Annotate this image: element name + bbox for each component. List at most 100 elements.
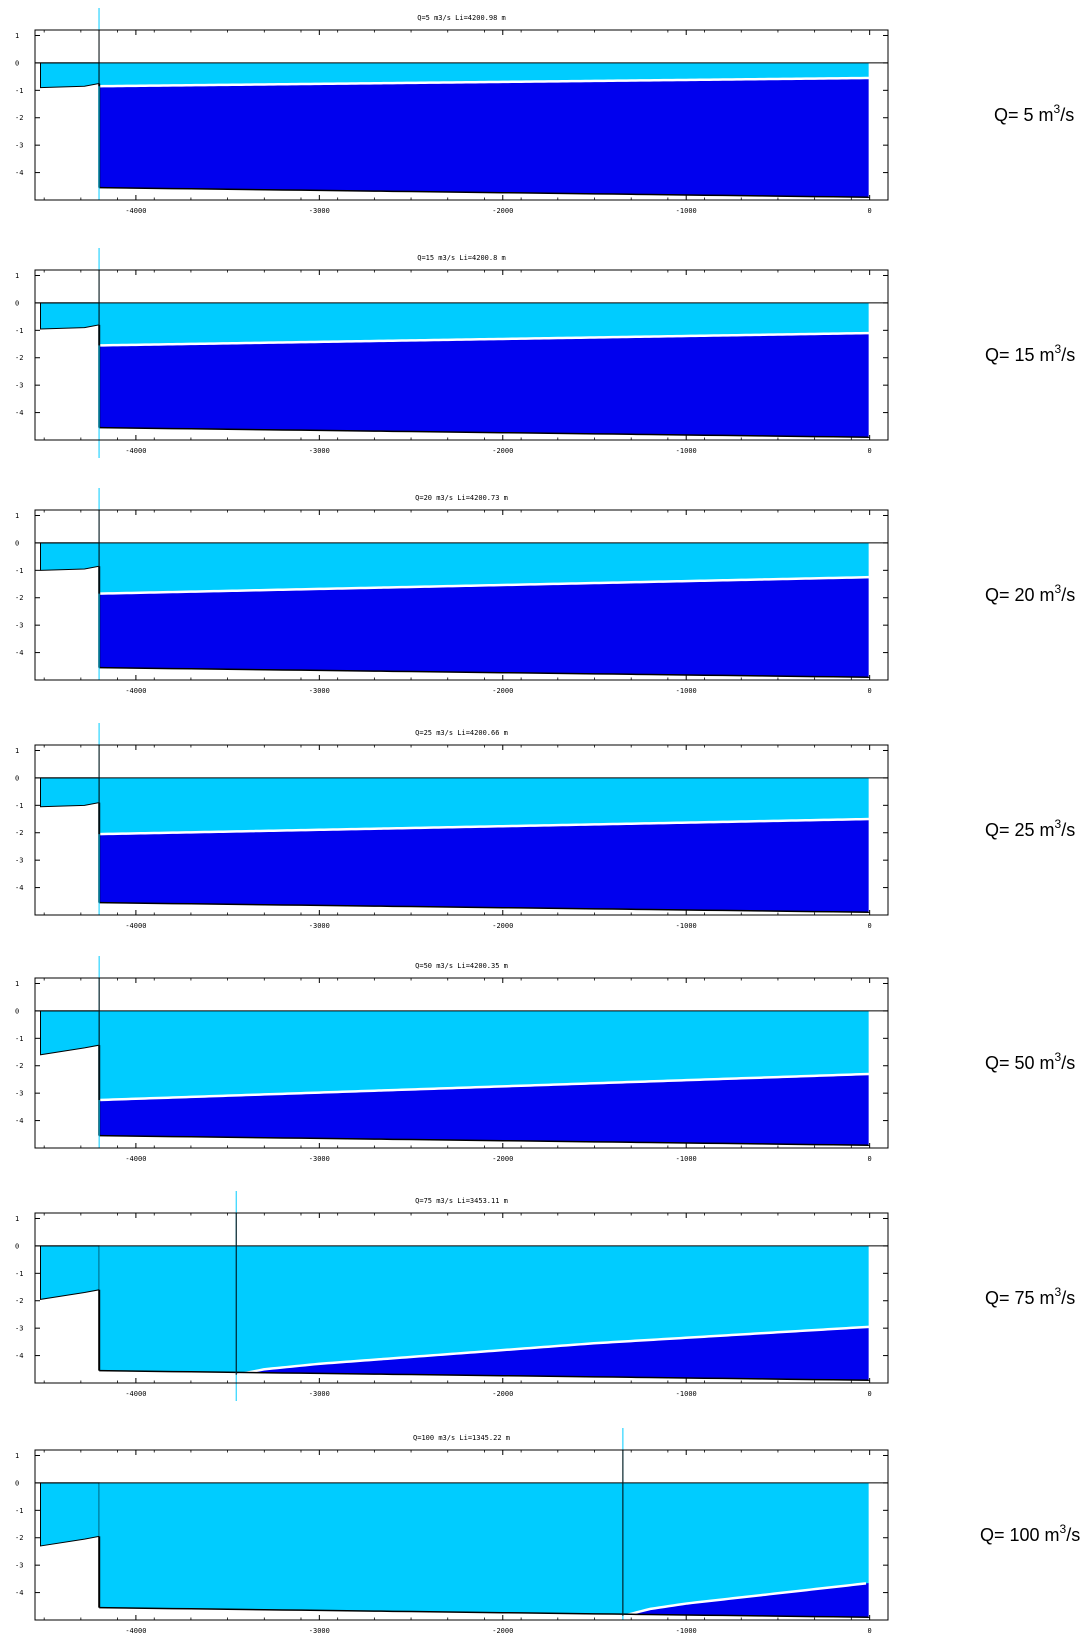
upstream-water-area — [40, 62, 100, 89]
salt-wedge-area — [236, 1326, 870, 1381]
y-tick-label: 0 — [15, 539, 19, 547]
x-tick-label: -1000 — [676, 1627, 697, 1635]
x-tick-label: -3000 — [309, 447, 330, 455]
y-tick-label: -1 — [15, 567, 23, 575]
interface-line — [235, 1325, 870, 1377]
y-tick-label: 1 — [15, 272, 19, 280]
y-tick-label: -4 — [15, 409, 23, 417]
x-tick-label: -3000 — [309, 1155, 330, 1163]
y-tick-label: 1 — [15, 1215, 19, 1223]
upstream-water-area — [40, 542, 100, 571]
x-tick-label: -1000 — [676, 687, 697, 695]
y-tick-label: -4 — [15, 1352, 23, 1360]
x-tick-label: -3000 — [309, 922, 330, 930]
chart-panel-1: Q=5 m3/s Li=4200.98 m-4000 -3000 -2000 -100… — [15, 8, 1074, 215]
bed-line — [99, 901, 870, 914]
y-tick-label: 0 — [15, 1007, 19, 1015]
y-tick-label: -2 — [15, 594, 23, 602]
y-tick-label: -4 — [15, 649, 23, 657]
bed-line — [99, 666, 870, 679]
bed-line — [99, 1369, 870, 1382]
salt-wedge-area — [99, 1073, 870, 1146]
discharge-label: Q= 15 m3/s — [985, 342, 1075, 365]
chart-title: Q=15 m3/s Li=4200.8 m — [417, 254, 506, 262]
plot-frame — [34, 269, 889, 441]
upstream-water-area — [40, 1482, 100, 1547]
x-tick-label: -3000 — [309, 207, 330, 215]
y-tick-label: 0 — [15, 59, 19, 67]
upstream-water-area — [40, 1245, 100, 1300]
x-tick-label: -3000 — [309, 687, 330, 695]
x-tick-label: -2000 — [492, 1627, 513, 1635]
interface-line — [99, 817, 870, 836]
chart-panel-2: Q=15 m3/s Li=4200.8 m-4000 -3000 -2000 -100… — [15, 248, 1075, 458]
chart-panel-4: Q=25 m3/s Li=4200.66 m-4000 -3000 -2000 -10… — [15, 723, 1075, 930]
y-tick-label: 0 — [15, 299, 19, 307]
upstream-water-area — [40, 1010, 100, 1056]
x-tick-label: -2000 — [492, 1390, 513, 1398]
interface-line — [622, 1582, 867, 1618]
plot-frame — [34, 509, 889, 681]
salt-wedge-area — [622, 1582, 870, 1618]
plot-frame — [34, 29, 889, 201]
y-tick-label: 1 — [15, 512, 19, 520]
x-tick-label: -4000 — [125, 447, 146, 455]
x-tick-label: -2000 — [492, 207, 513, 215]
x-tick-label: 0 — [868, 1627, 872, 1635]
y-tick-label: -3 — [15, 1090, 23, 1098]
interface-line — [99, 76, 870, 88]
x-tick-label: -4000 — [125, 922, 146, 930]
discharge-label: Q= 20 m3/s — [985, 582, 1075, 605]
discharge-label: Q= 75 m3/s — [985, 1285, 1075, 1308]
chart-title: Q=50 m3/s Li=4200.35 m — [415, 962, 508, 970]
y-tick-label: -3 — [15, 1562, 23, 1570]
chart-panel-7: Q=100 m3/s Li=1345.22 m -4000 -3000 -2000 -1… — [15, 1428, 1080, 1635]
x-tick-label: -4000 — [125, 687, 146, 695]
salt-wedge-area — [99, 819, 870, 913]
x-tick-label: -4000 — [125, 1390, 146, 1398]
y-tick-label: 0 — [15, 774, 19, 782]
y-tick-label: -3 — [15, 1325, 23, 1333]
y-tick-label: -4 — [15, 1117, 23, 1125]
plot-frame — [34, 977, 889, 1149]
discharge-label: Q= 100 m3/s — [980, 1522, 1080, 1545]
y-tick-label: 1 — [15, 32, 19, 40]
y-tick-label: -2 — [15, 114, 23, 122]
interface-line — [99, 575, 870, 595]
y-tick-label: -1 — [15, 1035, 23, 1043]
y-tick-label: -2 — [15, 1534, 23, 1542]
y-tick-label: -1 — [15, 802, 23, 810]
chart-panel-3: Q=20 m3/s Li=4200.73 m-4000 -3000 -2000 -10… — [15, 488, 1075, 695]
y-tick-label: -3 — [15, 382, 23, 390]
x-tick-label: 0 — [868, 1390, 872, 1398]
x-tick-label: 0 — [868, 687, 872, 695]
bed-line — [99, 1606, 870, 1619]
x-tick-label: 0 — [868, 922, 872, 930]
chart-title: Q=100 m3/s Li=1345.22 m — [413, 1434, 510, 1442]
salt-wedge-area — [99, 77, 870, 198]
y-tick-label: 1 — [15, 1452, 19, 1460]
chart-panel-6: Q=75 m3/s Li=3453.11 m-4000 -3000 -2000 -10… — [15, 1191, 1075, 1401]
interface-line — [99, 331, 870, 347]
plot-frame — [34, 744, 889, 916]
y-tick-label: 0 — [15, 1242, 19, 1250]
x-tick-label: -3000 — [309, 1390, 330, 1398]
fresh-water-area — [99, 1482, 870, 1618]
salt-wedge-area — [99, 333, 870, 438]
y-tick-label: -1 — [15, 1507, 23, 1515]
x-tick-label: -2000 — [492, 1155, 513, 1163]
salt-wedge-area — [99, 577, 870, 678]
y-tick-label: -1 — [15, 87, 23, 95]
discharge-label: Q= 25 m3/s — [985, 817, 1075, 840]
x-tick-label: -2000 — [492, 447, 513, 455]
chart-title: Q=20 m3/s Li=4200.73 m — [415, 494, 508, 502]
chart-panel-5: Q=50 m3/s Li=4200.35 m-4000 -3000 -2000 -10… — [15, 956, 1075, 1163]
interface-line — [99, 1072, 870, 1102]
y-tick-label: -2 — [15, 829, 23, 837]
y-tick-label: -4 — [15, 1589, 23, 1597]
plot-frame — [34, 1212, 889, 1384]
y-tick-label: -4 — [15, 169, 23, 177]
x-tick-label: -2000 — [492, 687, 513, 695]
y-tick-label: -3 — [15, 622, 23, 630]
